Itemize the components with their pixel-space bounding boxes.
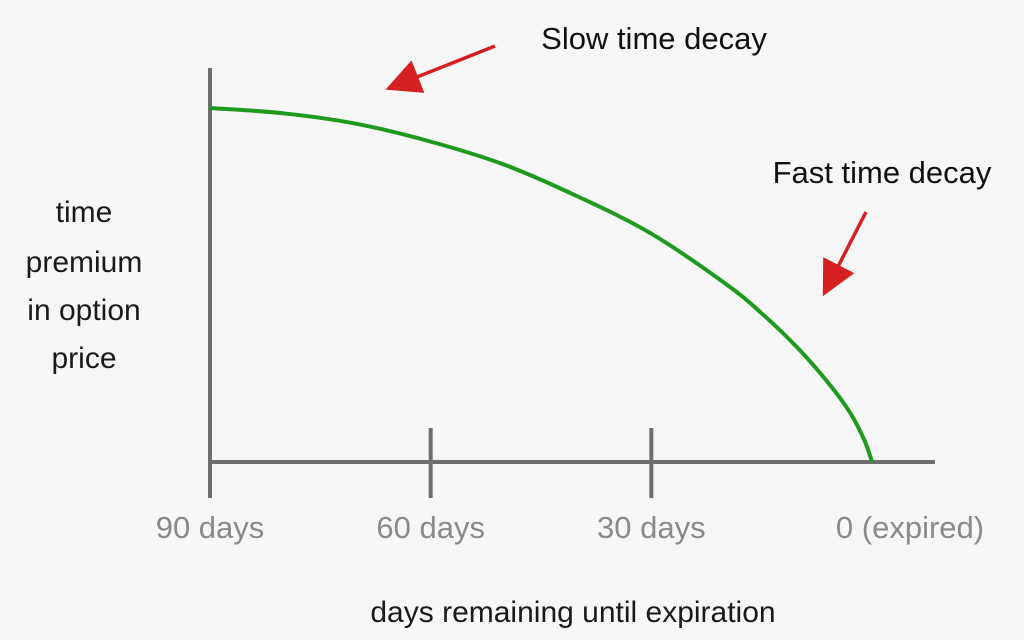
y-axis-label-line: premium <box>26 246 143 279</box>
x-tick-label: 0 (expired) <box>836 510 984 545</box>
x-tick-label: 60 days <box>376 510 485 545</box>
time-premium-curve <box>209 106 874 463</box>
y-axis-label-line: time <box>56 196 113 229</box>
y-axis-label: time premium in option price <box>26 196 143 375</box>
annotation-slow-decay: Slow time decay <box>541 21 767 56</box>
x-tick-label: 90 days <box>156 510 265 545</box>
arrow-slow-decay <box>385 44 496 93</box>
arrow-fast-decay <box>822 211 868 297</box>
y-axis-label-line: in option <box>27 294 140 327</box>
annotation-fast-decay: Fast time decay <box>773 155 992 190</box>
y-axis-label-line: price <box>51 342 116 375</box>
x-axis-label: days remaining until expiration <box>370 596 775 629</box>
x-tick-label: 30 days <box>597 510 706 545</box>
